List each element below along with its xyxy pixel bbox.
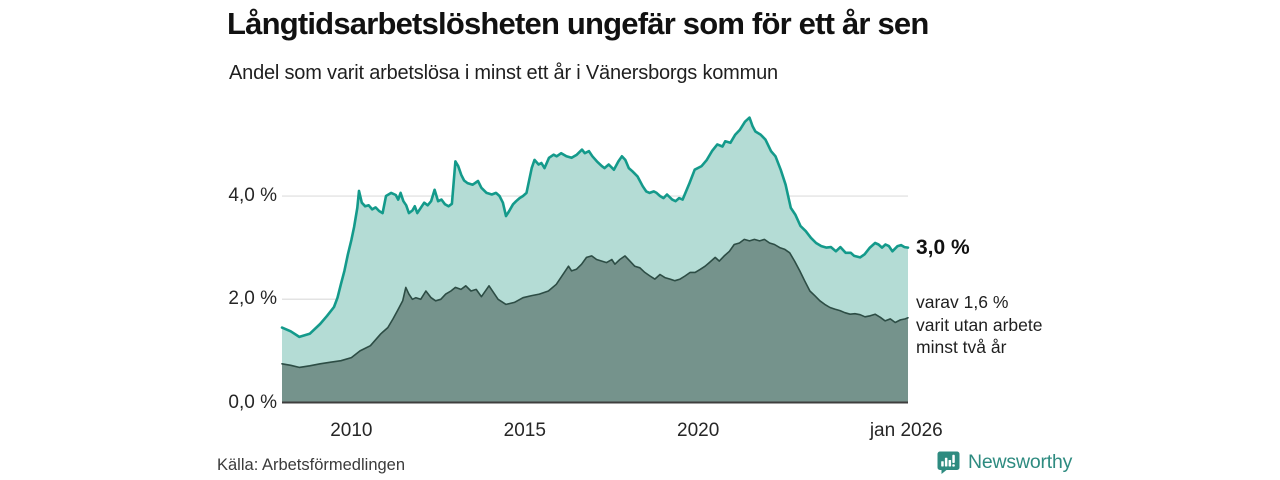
series-end-label-total: 3,0 %	[916, 236, 970, 259]
x-tick-label: jan 2026	[869, 420, 943, 441]
page-subtitle: Andel som varit arbetslösa i minst ett å…	[229, 62, 778, 84]
series-end-label-two-years: varav 1,6 % varit utan arbete minst två …	[916, 291, 1042, 359]
x-tick-label: 2015	[503, 420, 546, 441]
newsworthy-logo-text: Newsworthy	[968, 451, 1073, 473]
x-tick-label: 2010	[330, 420, 373, 441]
annotation-line: varit utan arbete	[916, 314, 1043, 335]
x-tick-label: 2020	[677, 420, 720, 441]
annotation-line: varav 1,6 %	[916, 292, 1009, 312]
series-area-1	[282, 239, 908, 403]
y-tick-label: 0,0 %	[228, 391, 277, 413]
y-tick-label: 4,0 %	[228, 185, 277, 206]
series-line-0	[280, 116, 910, 339]
annotation-line: minst två år	[916, 337, 1007, 357]
y-tick-label: 2,0 %	[228, 288, 277, 310]
series-line-1	[281, 238, 909, 369]
page-title: Långtidsarbetslösheten ungefär som för e…	[227, 6, 929, 41]
newsworthy-logo: Newsworthy	[936, 450, 1072, 475]
source-credit: Källa: Arbetsförmedlingen	[217, 456, 406, 474]
bar-chart-bubble-icon	[937, 451, 960, 474]
